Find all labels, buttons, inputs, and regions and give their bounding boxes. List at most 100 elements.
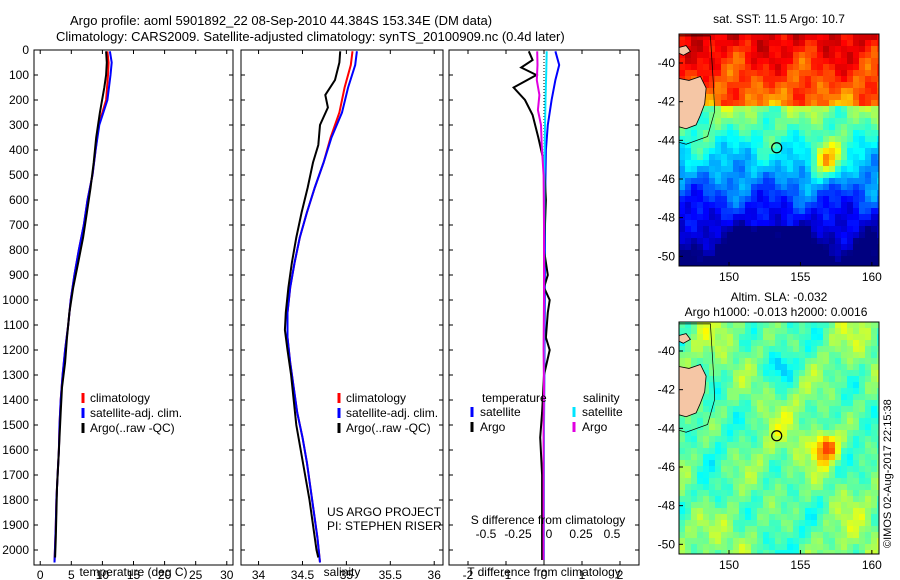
map-y-tick-label: -50 [658, 537, 676, 551]
s-tick-label: -0.5 [476, 527, 497, 541]
y-tick-label: 200 [9, 93, 29, 107]
x-tick-label: 2 [617, 568, 624, 580]
legend-label: satellite-adj. clim. [90, 406, 182, 420]
y-tick-label: 1300 [2, 368, 29, 382]
s-tick-label: 0 [546, 527, 553, 541]
x-tick-label: 15 [127, 568, 141, 580]
sla-map-title: Altim. SLA: -0.032 [731, 290, 828, 304]
legend-label: Argo(..raw -QC) [90, 421, 175, 435]
legend-header: temperature [482, 391, 547, 405]
header-line-1: Argo profile: aoml 5901892_22 08-Sep-201… [70, 13, 493, 28]
sst-map-title: sat. SST: 11.5 Argo: 10.7 [713, 12, 845, 26]
x-tick-label: -2 [463, 568, 474, 580]
y-tick-label: 300 [9, 118, 29, 132]
salinity-series-satellite-adj-clim- [286, 51, 358, 563]
y-tick-label: 1800 [2, 493, 29, 507]
x-tick-label: 25 [189, 568, 203, 580]
project-annotation: US ARGO PROJECT [327, 505, 442, 519]
argo-location-marker [771, 430, 783, 442]
legend-label: satellite [582, 405, 623, 419]
difference-series-argo [535, 51, 546, 560]
shelf-contour [678, 35, 716, 145]
sst_map-frame [678, 33, 880, 267]
x-tick-label: 0 [37, 568, 44, 580]
y-tick-label: 700 [9, 218, 29, 232]
legend-label: Argo(..raw -QC) [346, 421, 431, 435]
legend-header: salinity [583, 391, 620, 405]
project-annotation: PI: STEPHEN RISER [327, 519, 442, 533]
x-tick-label: 35 [340, 568, 354, 580]
y-tick-label: 0 [22, 43, 29, 57]
map-y-tick-label: -42 [658, 383, 676, 397]
map-y-tick-label: -48 [658, 211, 676, 225]
map-y-tick-label: -40 [658, 344, 676, 358]
y-tick-label: 1100 [3, 318, 29, 332]
shelf-contour [678, 323, 716, 433]
x-tick-label: 34 [252, 568, 266, 580]
salinity-x-axis-label: salinity [324, 565, 361, 579]
land-mass [678, 364, 707, 418]
map-x-tick-label: 160 [862, 558, 882, 572]
x-tick-label: 34.5 [291, 568, 315, 580]
legend-label: climatology [90, 391, 150, 405]
map-y-tick-label: -44 [658, 421, 676, 435]
temperature-x-axis-label: temperature (deg C) [79, 565, 187, 579]
salinity-series-argo-raw-qc- [283, 51, 342, 558]
sla_map-frame [678, 321, 880, 555]
map-x-tick-label: 155 [790, 270, 810, 284]
x-tick-label: 1 [579, 568, 586, 580]
y-tick-label: 1900 [2, 518, 29, 532]
legend-label: satellite [480, 405, 521, 419]
temperature-plot-frame [33, 49, 234, 566]
salinity-plot-frame [240, 49, 444, 566]
map-x-tick-label: 160 [862, 270, 882, 284]
sst_map-heatmap [679, 34, 879, 266]
map-x-tick-label: 150 [719, 270, 739, 284]
y-tick-label: 800 [9, 243, 29, 257]
legend-label: Argo [480, 420, 506, 434]
difference-series-argo [512, 50, 551, 560]
y-tick-label: 2000 [2, 543, 29, 557]
map-y-tick-label: -40 [658, 56, 676, 70]
s-tick-label: -0.25 [504, 527, 532, 541]
x-tick-label: -1 [501, 568, 512, 580]
y-tick-label: 400 [9, 143, 29, 157]
x-tick-label: 10 [96, 568, 110, 580]
sla-map-subtitle: Argo h1000: -0.013 h2000: 0.0016 [685, 305, 868, 319]
y-tick-label: 1500 [2, 418, 29, 432]
x-tick-label: 0 [541, 568, 548, 580]
y-tick-label: 1200 [2, 343, 29, 357]
legend-label: climatology [346, 391, 406, 405]
y-tick-label: 500 [9, 168, 29, 182]
x-tick-label: 20 [158, 568, 172, 580]
x-tick-label: 35.5 [379, 568, 403, 580]
argo-location-marker [771, 142, 783, 154]
map-x-tick-label: 155 [790, 558, 810, 572]
y-tick-label: 1400 [2, 393, 29, 407]
x-tick-label: 30 [220, 568, 234, 580]
x-tick-label: 5 [68, 568, 75, 580]
map-y-tick-label: -48 [658, 499, 676, 513]
s-tick-label: 0.5 [604, 527, 621, 541]
y-tick-label: 1000 [2, 293, 29, 307]
temperature-series-argo-raw-qc- [54, 51, 108, 558]
y-tick-label: 100 [9, 68, 29, 82]
y-tick-label: 900 [9, 268, 29, 282]
map-y-tick-label: -44 [658, 133, 676, 147]
difference-x-axis-label: T difference from climatology [467, 565, 621, 579]
y-tick-label: 1600 [2, 443, 29, 457]
map-y-tick-label: -46 [658, 460, 676, 474]
x-tick-label: 36 [428, 568, 442, 580]
map-y-tick-label: -42 [658, 95, 676, 109]
sla_map-heatmap [679, 322, 879, 554]
difference-s-axis-label: S difference from climatology [471, 513, 626, 527]
s-tick-label: 0.25 [569, 527, 593, 541]
header-line-2: Climatology: CARS2009. Satellite-adjuste… [56, 29, 565, 44]
legend-label: satellite-adj. clim. [346, 406, 438, 420]
map-y-tick-label: -46 [658, 172, 676, 186]
map-y-tick-label: -50 [658, 249, 676, 263]
land-mass [678, 76, 707, 130]
y-tick-label: 1700 [2, 468, 29, 482]
y-tick-label: 600 [9, 193, 29, 207]
